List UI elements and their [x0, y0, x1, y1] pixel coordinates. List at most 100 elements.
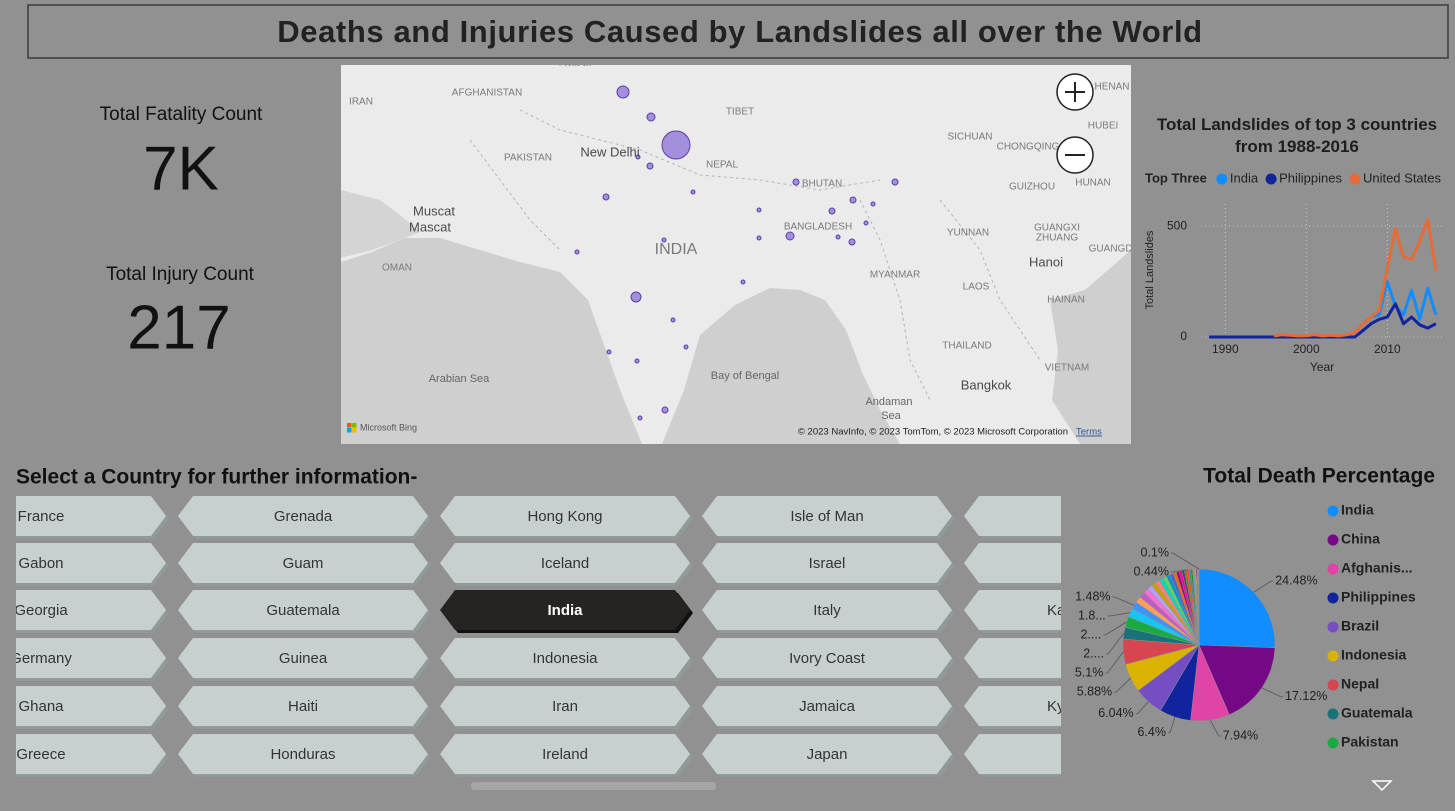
map-bubble[interactable] [606, 349, 612, 355]
slicer-button[interactable] [964, 590, 1214, 630]
slicer-button[interactable] [440, 638, 690, 678]
slicer-button-label[interactable]: Japan [807, 746, 848, 763]
slicer-button[interactable] [0, 734, 166, 774]
slicer-button-label[interactable]: Guatemala [266, 602, 340, 619]
slicer-button-label[interactable]: Guinea [279, 650, 328, 667]
slicer-button[interactable] [0, 496, 166, 536]
slicer-button-label[interactable]: Hong Kong [527, 508, 602, 525]
slicer-button-label[interactable]: Ivory Coast [789, 650, 866, 667]
map-bubble[interactable] [848, 238, 856, 246]
slicer-button-label[interactable]: Gabon [18, 555, 63, 572]
slicer-button-label[interactable]: Honduras [270, 746, 335, 763]
legend-label[interactable]: Pakistan [1341, 734, 1399, 750]
slicer-button-label[interactable]: Italy [813, 602, 841, 619]
legend-label[interactable]: Indonesia [1341, 647, 1407, 663]
slicer-button[interactable] [702, 543, 952, 583]
slicer-button[interactable] [964, 638, 1214, 678]
slicer-button-label[interactable]: Haiti [288, 698, 318, 715]
slicer-button[interactable] [0, 686, 166, 726]
slicer-button[interactable] [702, 686, 952, 726]
map-bubble[interactable] [835, 234, 841, 240]
map-bubble[interactable] [634, 358, 640, 364]
slicer-button[interactable] [440, 496, 690, 536]
map-bubble[interactable] [891, 178, 899, 186]
map-bubble[interactable] [849, 196, 857, 204]
slicer-button[interactable] [0, 543, 166, 583]
map-bubble[interactable] [616, 85, 630, 99]
map-bubble[interactable] [635, 154, 641, 160]
slicer-button-label[interactable]: Indonesia [532, 650, 598, 667]
map-bubble[interactable] [785, 231, 795, 241]
slicer-button-label[interactable]: Ka [1047, 602, 1066, 619]
map-bubble[interactable] [661, 237, 667, 243]
slicer-button[interactable] [0, 638, 166, 678]
slicer-button-label[interactable]: France [18, 508, 65, 525]
slicer-button-label[interactable]: Isle of Man [790, 508, 863, 525]
slicer-button[interactable] [964, 496, 1214, 536]
pie-slice[interactable] [1198, 568, 1276, 649]
slicer-button-label[interactable]: India [547, 602, 583, 619]
slicer-button[interactable] [440, 734, 690, 774]
slicer-button[interactable] [702, 590, 952, 630]
map-bubble[interactable] [670, 317, 676, 323]
legend-label[interactable]: India [1341, 502, 1374, 518]
map-bubble[interactable] [870, 201, 876, 207]
slicer-button-label[interactable]: Greece [16, 746, 65, 763]
map-bubble[interactable] [756, 235, 762, 241]
slicer-button[interactable] [440, 543, 690, 583]
slicer-button[interactable] [178, 638, 428, 678]
slicer-button[interactable] [178, 543, 428, 583]
slicer-button[interactable] [964, 543, 1214, 583]
slicer-button-label[interactable]: Ky [1047, 698, 1065, 715]
legend-label[interactable]: China [1341, 531, 1380, 547]
slicer-button-label[interactable]: Georgia [14, 602, 68, 619]
slicer-button[interactable] [0, 590, 166, 630]
slicer-button-label[interactable]: Iceland [541, 555, 589, 572]
slicer-button[interactable] [178, 590, 428, 630]
legend-label[interactable]: Philippines [1341, 589, 1416, 605]
legend-label[interactable]: Guatemala [1341, 705, 1413, 721]
map-bubble[interactable] [661, 406, 669, 414]
slicer-button-label[interactable]: Ghana [18, 698, 64, 715]
slicer-button[interactable] [964, 686, 1214, 726]
slicer-button[interactable] [702, 638, 952, 678]
legend-label[interactable]: Brazil [1341, 618, 1379, 634]
map-bubble[interactable] [740, 279, 746, 285]
slicer-button[interactable] [178, 496, 428, 536]
slicer-button-label[interactable]: Iran [552, 698, 578, 715]
map[interactable]: Kabul IRAN AFGHANISTAN TIBET PAKISTAN New Del… [341, 53, 1156, 444]
map-bubble[interactable] [828, 207, 836, 215]
map-bubble[interactable] [630, 291, 642, 303]
map-bubble[interactable] [690, 189, 696, 195]
legend-label[interactable]: Afghanis... [1341, 560, 1413, 576]
slicer-button-label[interactable]: Jamaica [799, 698, 856, 715]
slicer-button[interactable] [178, 686, 428, 726]
legend-scroll-down[interactable] [1371, 780, 1393, 792]
slicer-button[interactable] [964, 734, 1214, 774]
slicer-button-label[interactable]: Germany [10, 650, 72, 667]
slicer-button-label[interactable]: Guam [283, 555, 324, 572]
map-bubble[interactable] [574, 249, 580, 255]
slicer-button[interactable] [702, 734, 952, 774]
pie-slice[interactable] [1198, 644, 1276, 716]
map-bubble[interactable] [792, 178, 800, 186]
map-bubble[interactable] [602, 193, 610, 201]
slicer-button[interactable] [178, 734, 428, 774]
scrollbar[interactable] [471, 782, 716, 790]
map-terms[interactable]: Terms [1076, 427, 1102, 438]
slicer-button[interactable] [702, 496, 952, 536]
map-bubble[interactable] [683, 344, 689, 350]
map-bubble[interactable] [863, 220, 869, 226]
map-bubble[interactable] [756, 207, 762, 213]
map-bubble[interactable] [646, 112, 656, 122]
slicer-button-label[interactable]: Ireland [542, 746, 588, 763]
map-bubble[interactable] [661, 130, 691, 160]
slicer-button-label[interactable]: Grenada [274, 508, 333, 525]
legend-label[interactable]: Nepal [1341, 676, 1379, 692]
data-label: 5.88% [1077, 684, 1112, 698]
slicer-button[interactable] [440, 686, 690, 726]
map-bubble[interactable] [637, 415, 643, 421]
slicer-button[interactable] [440, 590, 690, 630]
slicer-button-label[interactable]: Israel [809, 555, 846, 572]
map-bubble[interactable] [646, 162, 654, 170]
